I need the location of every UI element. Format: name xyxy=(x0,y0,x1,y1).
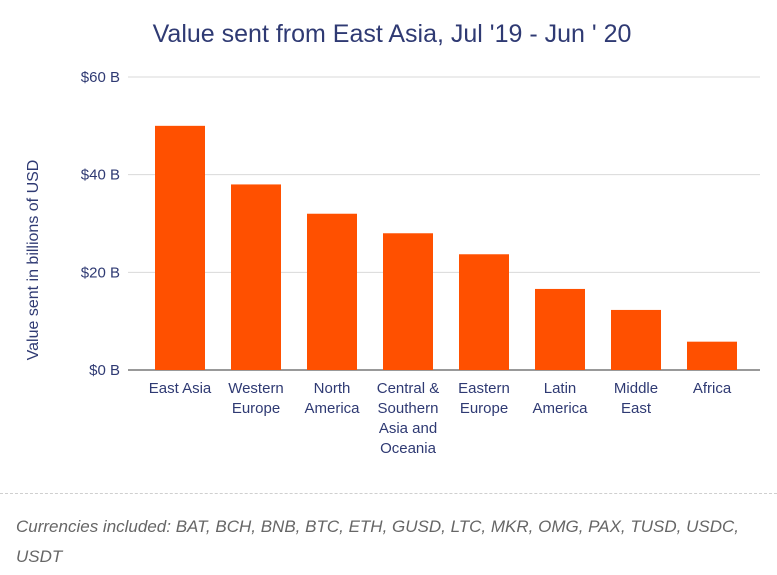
bar-chart: Value sent from East Asia, Jul '19 - Jun… xyxy=(25,20,760,457)
category-label-line: Europe xyxy=(460,400,508,417)
bar xyxy=(459,254,509,370)
category-label-line: Central & xyxy=(377,380,440,397)
y-tick-labels: $0 B $20 B $40 B $60 B xyxy=(81,69,120,379)
bar xyxy=(687,341,737,370)
category-label: Central & Southern Asia and Oceania xyxy=(377,380,440,457)
category-label: North America xyxy=(304,380,360,417)
bar xyxy=(535,288,585,370)
bar xyxy=(231,184,281,370)
category-label-line: Eastern xyxy=(458,380,510,397)
currencies-footnote: Currencies included: BAT, BCH, BNB, BTC,… xyxy=(16,517,739,566)
category-label: Latin America xyxy=(532,380,588,417)
bar xyxy=(307,213,357,370)
category-label-line: East xyxy=(621,400,652,417)
category-label-line: East Asia xyxy=(149,380,212,397)
category-label-line: America xyxy=(304,400,360,417)
category-label: East Asia xyxy=(149,380,212,397)
category-label-line: Western xyxy=(228,380,284,397)
category-label: Western Europe xyxy=(228,380,284,417)
chart-title: Value sent from East Asia, Jul '19 - Jun… xyxy=(153,20,632,48)
footnote-divider xyxy=(0,493,777,494)
category-label: Middle East xyxy=(614,380,658,417)
category-label-line: Africa xyxy=(693,380,732,397)
category-label-line: Asia and xyxy=(379,420,437,437)
category-label-line: Oceania xyxy=(380,440,437,457)
y-tick-label: $0 B xyxy=(89,362,120,379)
category-label-line: Latin xyxy=(544,380,577,397)
category-label-line: North xyxy=(314,380,351,397)
bars xyxy=(155,125,737,370)
category-label: Eastern Europe xyxy=(458,380,510,417)
bar xyxy=(383,233,433,370)
gridlines xyxy=(128,76,760,371)
category-label: Africa xyxy=(693,380,732,397)
category-label-line: Europe xyxy=(232,400,280,417)
category-labels: East Asia Western Europe North America Centra… xyxy=(149,380,732,457)
category-label-line: Middle xyxy=(614,380,658,397)
category-label-line: America xyxy=(532,400,588,417)
bar xyxy=(611,309,661,370)
category-label-line: Southern xyxy=(378,400,439,417)
y-axis-label: Value sent in billions of USD xyxy=(25,160,42,361)
y-tick-label: $40 B xyxy=(81,167,120,184)
y-tick-label: $60 B xyxy=(81,69,120,86)
y-tick-label: $20 B xyxy=(81,264,120,281)
bar xyxy=(155,125,205,370)
